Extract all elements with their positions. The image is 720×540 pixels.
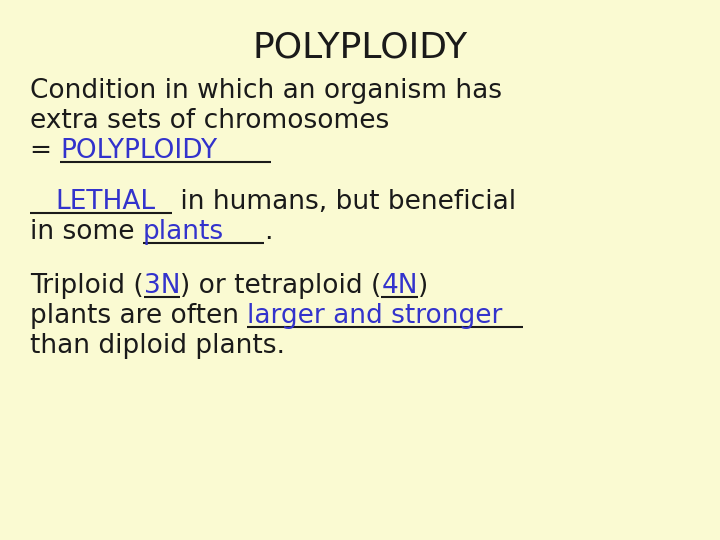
Text: 4N: 4N bbox=[382, 273, 418, 299]
Text: than diploid plants.: than diploid plants. bbox=[30, 333, 285, 359]
Text: extra sets of chromosomes: extra sets of chromosomes bbox=[30, 108, 390, 134]
Text: larger and stronger: larger and stronger bbox=[248, 303, 503, 329]
Text: POLYPLOIDY: POLYPLOIDY bbox=[253, 30, 467, 64]
Text: LETHAL: LETHAL bbox=[55, 189, 156, 215]
Text: =: = bbox=[30, 138, 60, 164]
Text: ): ) bbox=[418, 273, 428, 299]
Text: plants are often: plants are often bbox=[30, 303, 248, 329]
Text: 3N: 3N bbox=[143, 273, 180, 299]
Text: POLYPLOIDY: POLYPLOIDY bbox=[60, 138, 217, 164]
Text: in humans, but beneficial: in humans, but beneficial bbox=[172, 189, 516, 215]
Text: .: . bbox=[264, 219, 272, 245]
Text: Triploid (: Triploid ( bbox=[30, 273, 143, 299]
Text: Condition in which an organism has: Condition in which an organism has bbox=[30, 78, 502, 104]
Text: ) or tetraploid (: ) or tetraploid ( bbox=[180, 273, 382, 299]
Text: in some: in some bbox=[30, 219, 143, 245]
Text: plants: plants bbox=[143, 219, 224, 245]
